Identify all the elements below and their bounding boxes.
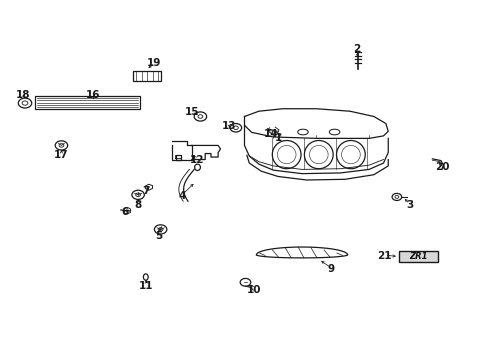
Text: 2: 2 [353,45,360,54]
Bar [35,96,140,109]
Text: 10: 10 [246,285,261,295]
Text: 14: 14 [263,129,278,139]
Text: 21: 21 [376,251,391,261]
Text: 17: 17 [54,150,69,160]
Text: 5: 5 [155,231,163,241]
Text: 13: 13 [222,121,236,131]
Bar [133,71,161,81]
Text: 16: 16 [86,90,101,100]
FancyBboxPatch shape [398,251,437,262]
Text: 11: 11 [139,281,153,291]
Text: 19: 19 [147,58,161,68]
Text: 7: 7 [142,186,150,195]
Text: 20: 20 [434,162,448,172]
Text: 6: 6 [121,207,128,217]
Text: 18: 18 [16,90,30,100]
Text: ZR1: ZR1 [408,252,427,261]
Text: 12: 12 [189,154,203,165]
Text: 3: 3 [406,200,413,210]
Text: 4: 4 [178,191,185,201]
Text: 15: 15 [184,107,199,117]
Text: 1: 1 [274,133,281,143]
Text: 8: 8 [134,201,142,210]
Text: 9: 9 [326,264,334,274]
